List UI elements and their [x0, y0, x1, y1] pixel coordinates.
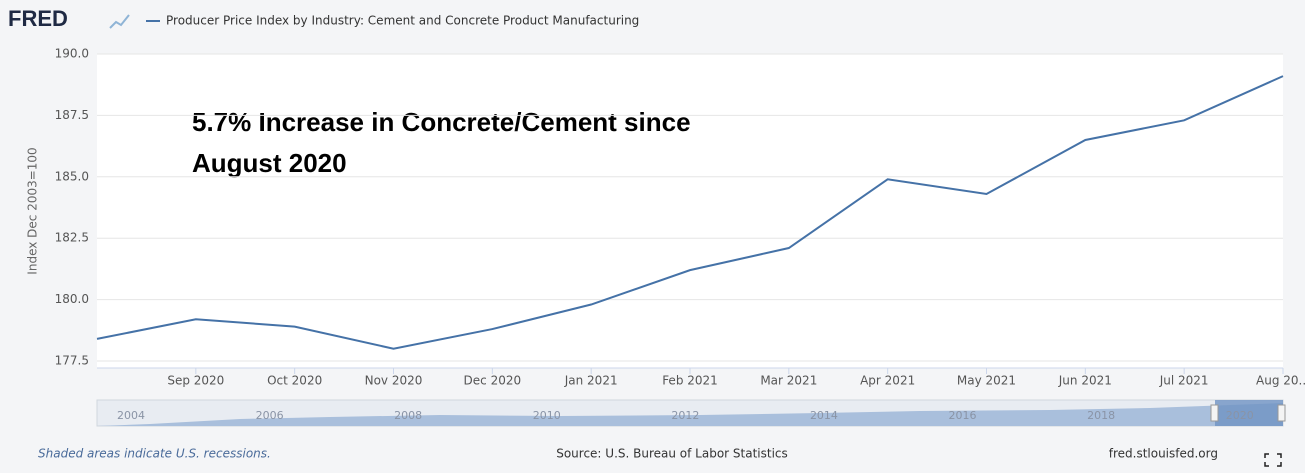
navigator-year: 2016 — [949, 409, 977, 422]
plot-area — [97, 54, 1283, 368]
y-tick-label: 182.5 — [55, 231, 89, 245]
x-tick-label: Jun 2021 — [1058, 374, 1112, 388]
navigator-handle[interactable] — [1210, 404, 1219, 422]
footer-site: fred.stlouisfed.org — [1109, 447, 1218, 461]
navigator-series — [97, 403, 1283, 426]
y-tick-label: 187.5 — [55, 108, 89, 122]
x-tick-label: Jul 2021 — [1159, 374, 1209, 388]
navigator-year: 2014 — [810, 409, 838, 422]
navigator-year: 2020 — [1226, 409, 1254, 422]
navigator-year: 2018 — [1087, 409, 1115, 422]
legend-label: Producer Price Index by Industry: Cement… — [166, 14, 639, 28]
navigator-year: 2012 — [671, 409, 699, 422]
x-tick-label: Apr 2021 — [860, 374, 915, 388]
x-tick-label: Feb 2021 — [662, 374, 718, 388]
navigator-year: 2006 — [256, 409, 284, 422]
y-tick-label: 177.5 — [55, 354, 89, 368]
y-tick-label: 185.0 — [55, 169, 89, 183]
x-tick-label: Mar 2021 — [760, 374, 817, 388]
brand-logo: FRED — [8, 6, 68, 31]
x-tick-label: Jan 2021 — [564, 374, 618, 388]
series-line — [96, 75, 1284, 350]
x-tick-label: Sep 2020 — [167, 374, 224, 388]
navigator-year: 2008 — [394, 409, 422, 422]
fullscreen-icon[interactable] — [1264, 453, 1282, 467]
logo-icon — [109, 14, 130, 29]
footer-note: Shaded areas indicate U.S. recessions. — [38, 447, 271, 461]
x-tick-label: Nov 2020 — [365, 374, 423, 388]
x-tick-label: May 2021 — [957, 374, 1016, 388]
y-axis-label: Index Dec 2003=100 — [26, 147, 40, 274]
x-tick-label: Dec 2020 — [464, 374, 522, 388]
navigator-handle[interactable] — [1277, 404, 1286, 422]
footer-source: Source: U.S. Bureau of Labor Statistics — [556, 447, 788, 461]
navigator-year: 2004 — [117, 409, 145, 422]
x-tick-label: Aug 20... — [1256, 374, 1305, 388]
navigator-year: 2010 — [533, 409, 561, 422]
annotation: August 2020 — [192, 148, 347, 178]
annotation: 5.7% Increase in Concrete/Cement since — [192, 107, 691, 137]
y-tick-label: 180.0 — [55, 292, 89, 306]
y-tick-label: 190.0 — [55, 47, 89, 61]
x-tick-label: Oct 2020 — [267, 374, 322, 388]
navigator-selection[interactable] — [1215, 400, 1283, 426]
